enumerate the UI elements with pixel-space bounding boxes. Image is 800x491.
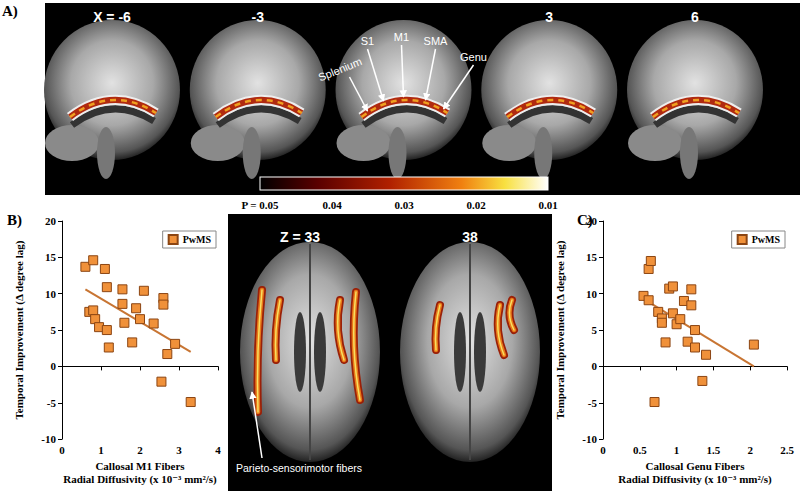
- svg-text:6: 6: [691, 9, 699, 25]
- svg-text:1.5: 1.5: [707, 444, 721, 456]
- svg-text:10: 10: [45, 288, 57, 300]
- svg-text:15: 15: [586, 251, 598, 263]
- svg-text:0: 0: [59, 444, 65, 456]
- svg-text:-10: -10: [582, 433, 597, 445]
- svg-text:20: 20: [45, 215, 57, 227]
- svg-text:Temporal Improvement (Δ degree: Temporal Improvement (Δ degree lag): [554, 240, 567, 419]
- svg-text:Radial Diffusivity (x 10⁻³ mm²: Radial Diffusivity (x 10⁻³ mm²/s): [63, 473, 217, 486]
- svg-text:PwMS: PwMS: [752, 234, 781, 245]
- svg-text:1: 1: [98, 444, 104, 456]
- svg-text:Callosal M1 Fibers: Callosal M1 Fibers: [95, 460, 185, 472]
- svg-text:C): C): [577, 212, 593, 229]
- svg-text:Radial Diffusivity (x 10⁻³ mm²: Radial Diffusivity (x 10⁻³ mm²/s): [618, 473, 772, 486]
- svg-text:0.5: 0.5: [633, 444, 647, 456]
- svg-text:B): B): [7, 212, 22, 229]
- svg-text:0: 0: [51, 360, 57, 372]
- svg-text:Temporal Improvement (Δ degree: Temporal Improvement (Δ degree lag): [13, 240, 26, 419]
- svg-text:4: 4: [215, 444, 221, 456]
- svg-text:5: 5: [592, 324, 598, 336]
- svg-text:P = 0.05: P = 0.05: [241, 199, 279, 211]
- svg-text:Genu: Genu: [460, 51, 487, 63]
- svg-text:1: 1: [674, 444, 680, 456]
- svg-text:-5: -5: [47, 397, 57, 409]
- svg-text:Z = 33: Z = 33: [280, 229, 320, 245]
- svg-text:2: 2: [137, 444, 143, 456]
- svg-text:SMA: SMA: [424, 35, 449, 47]
- svg-text:X = -6: X = -6: [93, 9, 131, 25]
- svg-text:M1: M1: [394, 31, 409, 43]
- svg-text:0.03: 0.03: [394, 199, 414, 211]
- svg-text:-5: -5: [588, 397, 598, 409]
- svg-text:0.01: 0.01: [538, 199, 557, 211]
- svg-text:A): A): [2, 3, 18, 20]
- svg-text:-10: -10: [41, 433, 56, 445]
- svg-text:38: 38: [462, 229, 478, 245]
- svg-text:Callosal Genu Fibers: Callosal Genu Fibers: [645, 460, 745, 472]
- svg-text:0.02: 0.02: [466, 199, 486, 211]
- svg-text:Splenium: Splenium: [316, 55, 363, 83]
- svg-text:Parieto-sensorimotor fibers: Parieto-sensorimotor fibers: [236, 462, 362, 474]
- svg-text:3: 3: [176, 444, 182, 456]
- svg-text:0: 0: [592, 360, 598, 372]
- svg-text:0.04: 0.04: [322, 199, 342, 211]
- svg-text:5: 5: [51, 324, 57, 336]
- svg-text:0: 0: [600, 444, 606, 456]
- svg-text:S1: S1: [361, 35, 374, 47]
- svg-text:-3: -3: [252, 9, 265, 25]
- svg-text:3: 3: [545, 9, 553, 25]
- svg-text:2: 2: [747, 444, 753, 456]
- svg-text:PwMS: PwMS: [183, 234, 212, 245]
- svg-text:2.5: 2.5: [780, 444, 794, 456]
- svg-text:10: 10: [586, 288, 598, 300]
- svg-text:15: 15: [45, 251, 57, 263]
